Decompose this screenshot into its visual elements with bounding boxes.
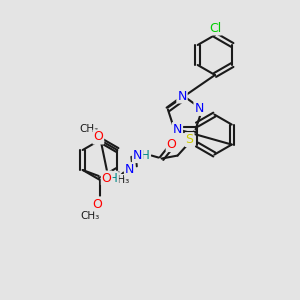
Text: O: O: [92, 197, 102, 211]
Text: N: N: [125, 163, 134, 176]
Text: S: S: [186, 133, 194, 146]
Text: H: H: [109, 172, 118, 185]
Text: N: N: [177, 89, 187, 103]
Text: O: O: [93, 130, 103, 143]
Text: CH₃: CH₃: [80, 211, 100, 221]
Text: CH₃: CH₃: [110, 175, 129, 185]
Text: O: O: [102, 172, 112, 184]
Text: N: N: [133, 149, 142, 162]
Text: O: O: [167, 138, 176, 151]
Text: N: N: [194, 102, 204, 115]
Text: Cl: Cl: [209, 22, 221, 34]
Text: H: H: [141, 149, 150, 162]
Text: CH₃: CH₃: [80, 124, 99, 134]
Text: N: N: [173, 123, 182, 136]
